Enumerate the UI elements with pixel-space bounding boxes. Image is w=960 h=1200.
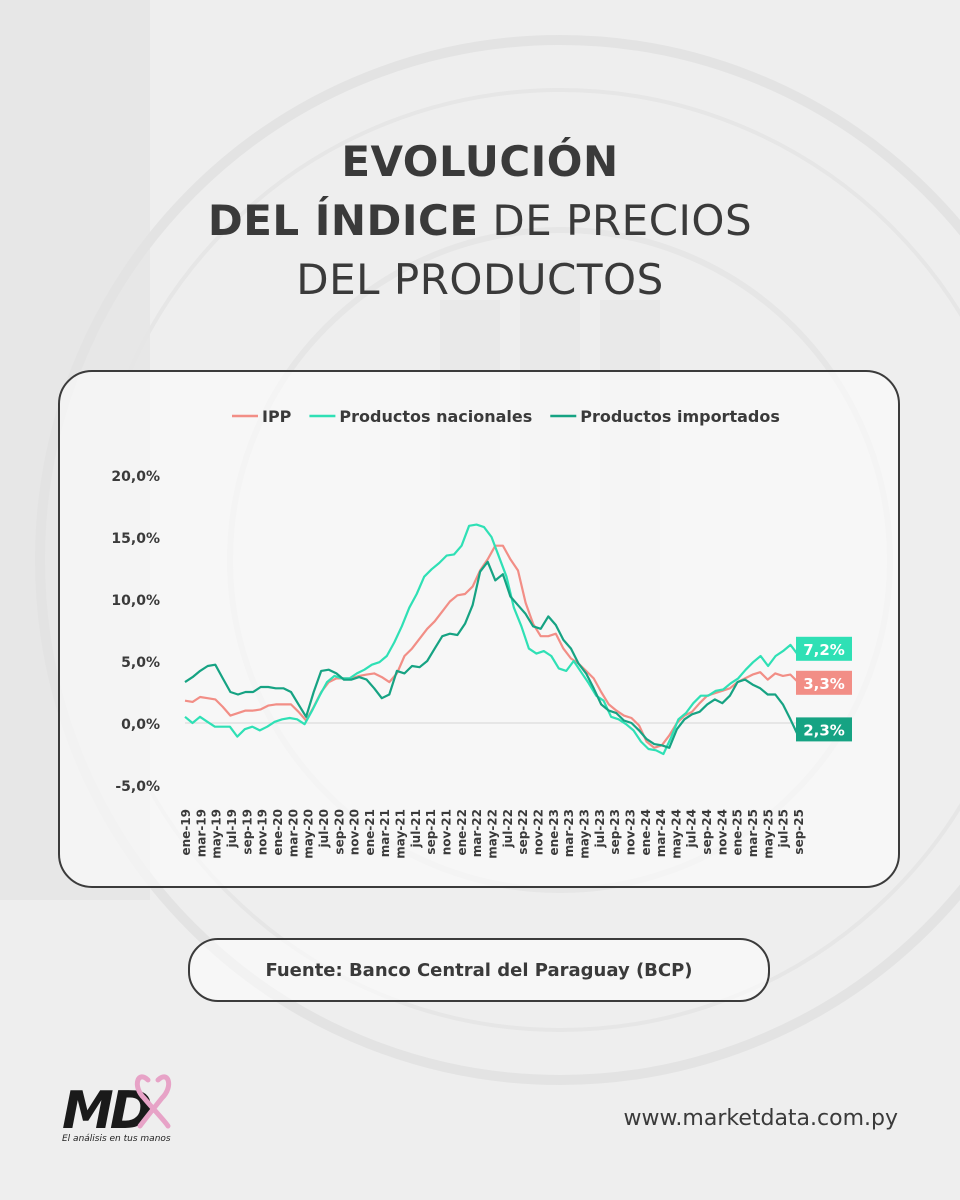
end-label-text: 7,2%: [803, 641, 845, 659]
x-tick-label: nov-21: [440, 809, 454, 855]
x-tick-label: sep-25: [792, 809, 806, 855]
x-tick-label: sep-22: [516, 809, 530, 855]
legend-label: Productos nacionales: [339, 407, 532, 426]
page-title: EVOLUCIÓN DEL ÍNDICE DE PRECIOS DEL PROD…: [0, 132, 960, 309]
y-tick-label: 15,0%: [111, 531, 160, 547]
x-tick-label: jul-20: [317, 809, 331, 848]
y-tick-label: 5,0%: [121, 655, 160, 671]
x-tick-label: may-25: [761, 809, 775, 859]
x-tick-label: jul-19: [225, 809, 239, 848]
x-tick-label: jul-22: [501, 809, 515, 848]
x-tick-label: nov-19: [256, 809, 270, 855]
y-tick-label: -5,0%: [115, 779, 160, 795]
title-line-3: DEL PRODUCTOS: [296, 255, 664, 304]
end-label-badge: [796, 717, 852, 742]
x-tick-label: ene-23: [547, 809, 561, 856]
x-tick-label: ene-25: [731, 809, 745, 856]
source-text: Fuente: Banco Central del Paraguay (BCP): [265, 959, 693, 981]
x-tick-label: ene-20: [271, 809, 285, 856]
source-box: Fuente: Banco Central del Paraguay (BCP): [188, 938, 770, 1002]
end-label-text: 3,3%: [803, 675, 845, 693]
title-line-2-rest: DE PRECIOS: [478, 196, 753, 245]
legend-label: Productos importados: [580, 407, 780, 426]
series-line-2: [184, 560, 799, 749]
x-tick-label: sep-23: [608, 809, 622, 855]
y-tick-label: 10,0%: [111, 593, 160, 609]
x-tick-label: nov-22: [531, 809, 545, 855]
x-tick-label: may-24: [669, 809, 683, 859]
x-tick-label: mar-22: [470, 809, 484, 857]
x-tick-label: ene-21: [363, 809, 377, 856]
title-line-1: EVOLUCIÓN: [341, 137, 619, 186]
website-link[interactable]: www.marketdata.com.py: [623, 1106, 898, 1131]
x-tick-label: sep-19: [240, 809, 254, 855]
x-tick-label: ene-19: [179, 809, 193, 856]
x-tick-label: may-20: [302, 809, 316, 859]
x-tick-label: ene-22: [455, 809, 469, 856]
x-tick-label: may-21: [394, 809, 408, 859]
line-chart: 20,0% 15,0% 10,0% 5,0% 0,0% -5,0% ene-19 mar-19…: [111, 407, 852, 859]
x-tick-label: mar-25: [746, 809, 760, 857]
x-tick-label: mar-19: [194, 809, 208, 857]
y-tick-label: 0,0%: [121, 717, 160, 733]
x-tick-label: sep-24: [700, 809, 714, 855]
x-tick-label: nov-24: [715, 809, 729, 855]
x-tick-label: may-23: [577, 809, 591, 859]
chart-card: 20,0% 15,0% 10,0% 5,0% 0,0% -5,0% ene-19 mar-19…: [58, 370, 900, 888]
x-tick-label: jul-25: [777, 809, 791, 848]
y-tick-label: 20,0%: [111, 469, 160, 485]
title-line-2-bold: DEL ÍNDICE: [207, 196, 479, 245]
logo-tagline: El análisis en tus manos: [62, 1134, 171, 1144]
x-tick-label: mar-23: [562, 809, 576, 857]
series-line-0: [184, 544, 799, 749]
x-tick-label: may-19: [210, 809, 224, 859]
end-label-badge: [796, 670, 852, 695]
x-tick-label: mar-24: [654, 809, 668, 857]
legend-label: IPP: [262, 407, 292, 426]
end-label-badge: [796, 636, 852, 661]
x-tick-label: sep-21: [424, 809, 438, 855]
x-tick-label: jul-24: [685, 809, 699, 848]
x-tick-label: sep-20: [332, 809, 346, 855]
x-tick-label: nov-23: [623, 809, 637, 855]
x-tick-label: may-22: [486, 809, 500, 859]
x-tick-label: jul-21: [409, 809, 423, 848]
series-line-1: [184, 523, 799, 756]
x-tick-label: jul-23: [593, 809, 607, 848]
x-tick-label: mar-21: [378, 809, 392, 857]
end-label-text: 2,3%: [803, 721, 845, 739]
x-tick-label: mar-20: [286, 809, 300, 857]
x-tick-label: ene-24: [639, 809, 653, 856]
title-line-2: DEL ÍNDICE DE PRECIOS: [0, 191, 960, 250]
marketdata-logo: MD: [62, 1074, 172, 1141]
x-tick-label: nov-20: [348, 809, 362, 855]
